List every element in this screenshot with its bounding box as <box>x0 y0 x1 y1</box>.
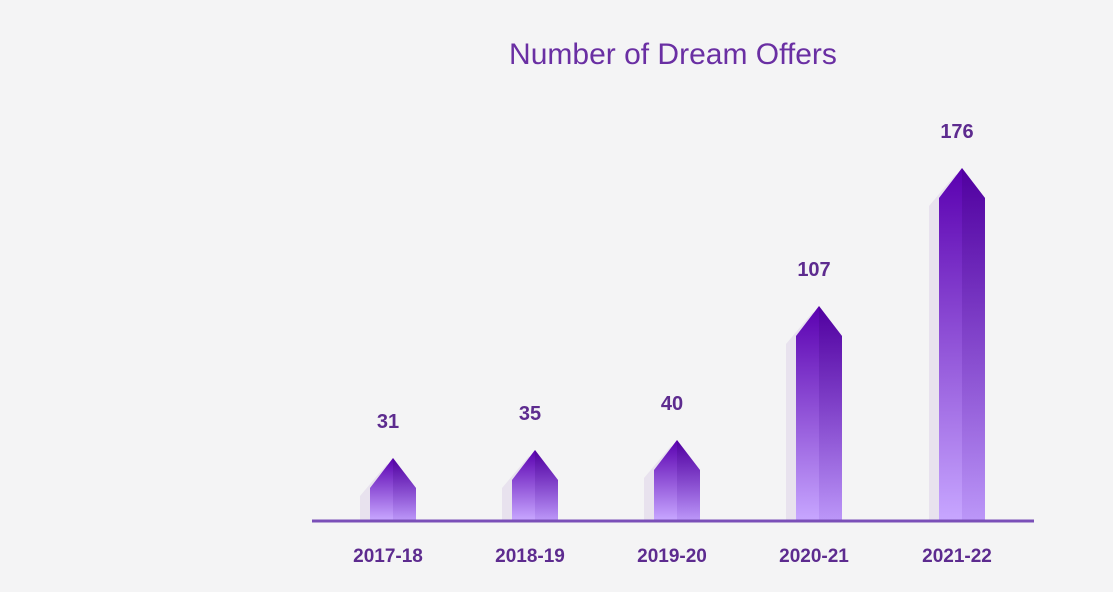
x-tick-label-2017-18: 2017-18 <box>353 546 423 567</box>
tick-labels-group: 2017-18 2018-19 2019-20 2020-21 2021-22 <box>353 546 992 567</box>
data-label-2020-21: 107 <box>797 259 830 281</box>
bar-facet-2017-18 <box>393 458 416 520</box>
x-tick-label-2021-22: 2021-22 <box>922 546 992 567</box>
chart-title: Number of Dream Offers <box>509 38 837 71</box>
bars-group: 31 35 40 107 176 <box>360 121 985 520</box>
data-label-2018-19: 35 <box>519 403 541 425</box>
bar-facet-2019-20 <box>677 440 700 520</box>
x-tick-label-2018-19: 2018-19 <box>495 546 565 567</box>
data-label-2019-20: 40 <box>661 393 683 415</box>
bar-facet-2020-21 <box>819 306 842 520</box>
x-tick-label-2019-20: 2019-20 <box>637 546 707 567</box>
bar-facet-2018-19 <box>535 450 558 520</box>
bar-facet-2021-22 <box>962 168 985 520</box>
data-label-2021-22: 176 <box>940 121 973 143</box>
data-label-2017-18: 31 <box>377 411 399 433</box>
x-tick-label-2020-21: 2020-21 <box>779 546 849 567</box>
